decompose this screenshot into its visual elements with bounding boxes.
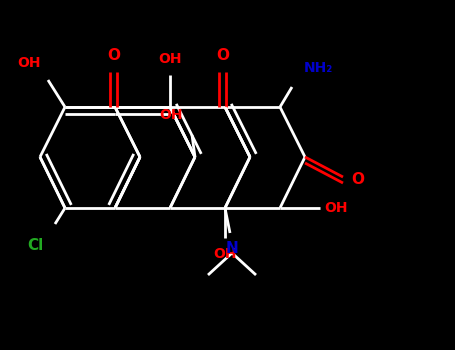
Text: Cl: Cl: [27, 238, 43, 253]
Text: OH: OH: [324, 201, 348, 215]
Text: OH: OH: [158, 52, 182, 66]
Text: NH₂: NH₂: [304, 61, 333, 75]
Text: OH: OH: [213, 247, 237, 261]
Text: O: O: [107, 48, 121, 63]
Text: OH: OH: [160, 108, 183, 122]
Text: OH: OH: [17, 56, 41, 70]
Text: O: O: [351, 173, 364, 188]
Text: N: N: [226, 241, 238, 256]
Text: O: O: [217, 48, 229, 63]
